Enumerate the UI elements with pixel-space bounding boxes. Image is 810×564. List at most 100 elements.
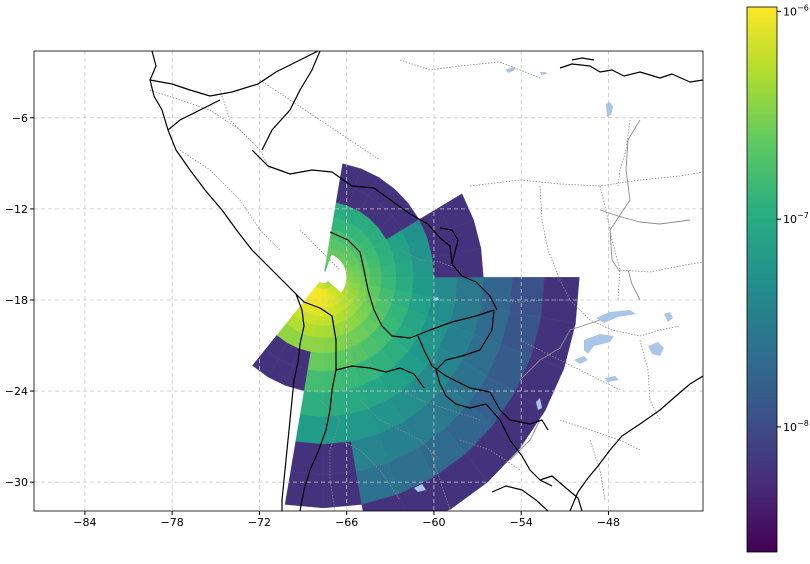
flux-cell	[346, 277, 353, 283]
lon-tick: −66	[335, 511, 358, 529]
border-peru-ecuador	[167, 99, 221, 131]
source-marker	[320, 272, 327, 283]
state-border	[339, 439, 401, 501]
map-frame	[33, 50, 704, 512]
lon-tick-label: −66	[335, 516, 358, 529]
state-border	[519, 339, 621, 391]
country-borders	[149, 51, 703, 511]
state-border	[319, 399, 341, 511]
border-bolivia-argentina	[335, 365, 425, 389]
flux-cell	[509, 277, 545, 318]
border-brazil-west	[251, 149, 498, 311]
map-panel	[34, 51, 703, 511]
state-border	[619, 261, 703, 273]
colorbar-tick: 10−8	[777, 419, 809, 434]
border-chile-bolivia	[295, 293, 337, 370]
lat-tick: −6	[12, 112, 34, 125]
lake-shape	[605, 376, 619, 382]
colorbar: 10−6 10−7 10−8	[746, 3, 809, 553]
lon-tick: −54	[510, 511, 533, 529]
lat-tick: −24	[5, 385, 34, 398]
border-paraguay	[435, 309, 495, 409]
border-chile-argentina	[299, 369, 337, 511]
border-ecuador-colombia	[149, 51, 319, 97]
border-paraguay-argentina	[417, 335, 549, 431]
flux-cell	[540, 277, 580, 324]
flux-field	[252, 163, 580, 511]
flux-cell	[455, 277, 484, 307]
colorbar-tick: 10−7	[777, 211, 809, 226]
state-border	[599, 185, 621, 301]
state-border	[399, 389, 481, 421]
state-borders	[149, 59, 703, 511]
colorbar-tick-label: 10−7	[783, 211, 809, 226]
state-border	[469, 171, 703, 187]
lake-shape	[606, 102, 613, 117]
flux-cell	[338, 163, 362, 189]
flux-cell	[318, 300, 324, 308]
state-border	[259, 79, 381, 161]
lake-shape	[596, 310, 636, 323]
lake-shape	[584, 334, 614, 354]
border-bolivia-paraguay	[381, 309, 495, 339]
state-border	[617, 119, 631, 187]
state-border	[399, 59, 541, 79]
lake-shape	[505, 67, 516, 73]
state-border	[589, 439, 606, 501]
lake-shape	[414, 484, 426, 492]
province-border	[599, 209, 691, 225]
province-border	[509, 419, 541, 461]
state-border	[149, 89, 271, 171]
state-border	[639, 339, 661, 421]
coastline-plata	[491, 485, 549, 511]
flux-cell	[290, 441, 324, 475]
state-border	[559, 419, 641, 451]
flux-cell	[361, 493, 406, 511]
state-border	[179, 149, 281, 251]
lake-shape	[540, 72, 547, 75]
pacific-coastline	[149, 51, 305, 511]
border-bolivia-brazil-north	[439, 227, 459, 265]
state-border	[359, 399, 441, 461]
coastline-fragment	[571, 57, 595, 61]
flux-cell	[300, 390, 324, 418]
longitude-axis: −84 −78 −72 −66 −60 −54 −48	[73, 511, 620, 529]
lon-tick-label: −60	[422, 516, 445, 529]
state-border	[299, 229, 341, 271]
state-border	[569, 299, 681, 337]
lon-tick-label: −72	[248, 516, 271, 529]
lat-tick-label: −6	[12, 112, 28, 125]
flux-cell	[304, 369, 324, 393]
lat-tick-label: −12	[5, 203, 28, 216]
flux-cell	[439, 193, 474, 230]
lat-tick: −30	[5, 476, 34, 489]
province-border	[627, 269, 641, 301]
lat-tick: −12	[5, 203, 34, 216]
lakes	[414, 67, 673, 492]
lake-shape	[536, 398, 542, 410]
border-uruguay	[539, 475, 583, 511]
latitude-axis: −6 −12 −18 −24 −30	[5, 112, 34, 489]
flux-cell	[323, 441, 357, 475]
colorbar-tick-label: 10−6	[783, 3, 809, 18]
flux-cell	[480, 277, 513, 312]
state-border	[496, 299, 570, 303]
lon-tick: −72	[248, 511, 271, 529]
lake-shape	[434, 297, 439, 301]
flux-cell	[412, 277, 435, 298]
lat-tick-label: −18	[5, 294, 28, 307]
lon-tick-label: −84	[73, 516, 96, 529]
province-border	[519, 319, 601, 381]
province-borders	[509, 119, 691, 461]
lon-tick: −60	[422, 511, 446, 529]
atlantic-coastline-south	[569, 375, 703, 511]
lon-tick-label: −54	[510, 516, 533, 529]
lon-tick-label: −48	[597, 516, 620, 529]
border-bolivia-peru	[329, 231, 383, 327]
flux-cell	[315, 315, 324, 326]
flux-cell	[295, 414, 324, 445]
lon-tick: −48	[597, 511, 620, 529]
colorbar-ticks: 10−6 10−7 10−8	[777, 3, 809, 434]
